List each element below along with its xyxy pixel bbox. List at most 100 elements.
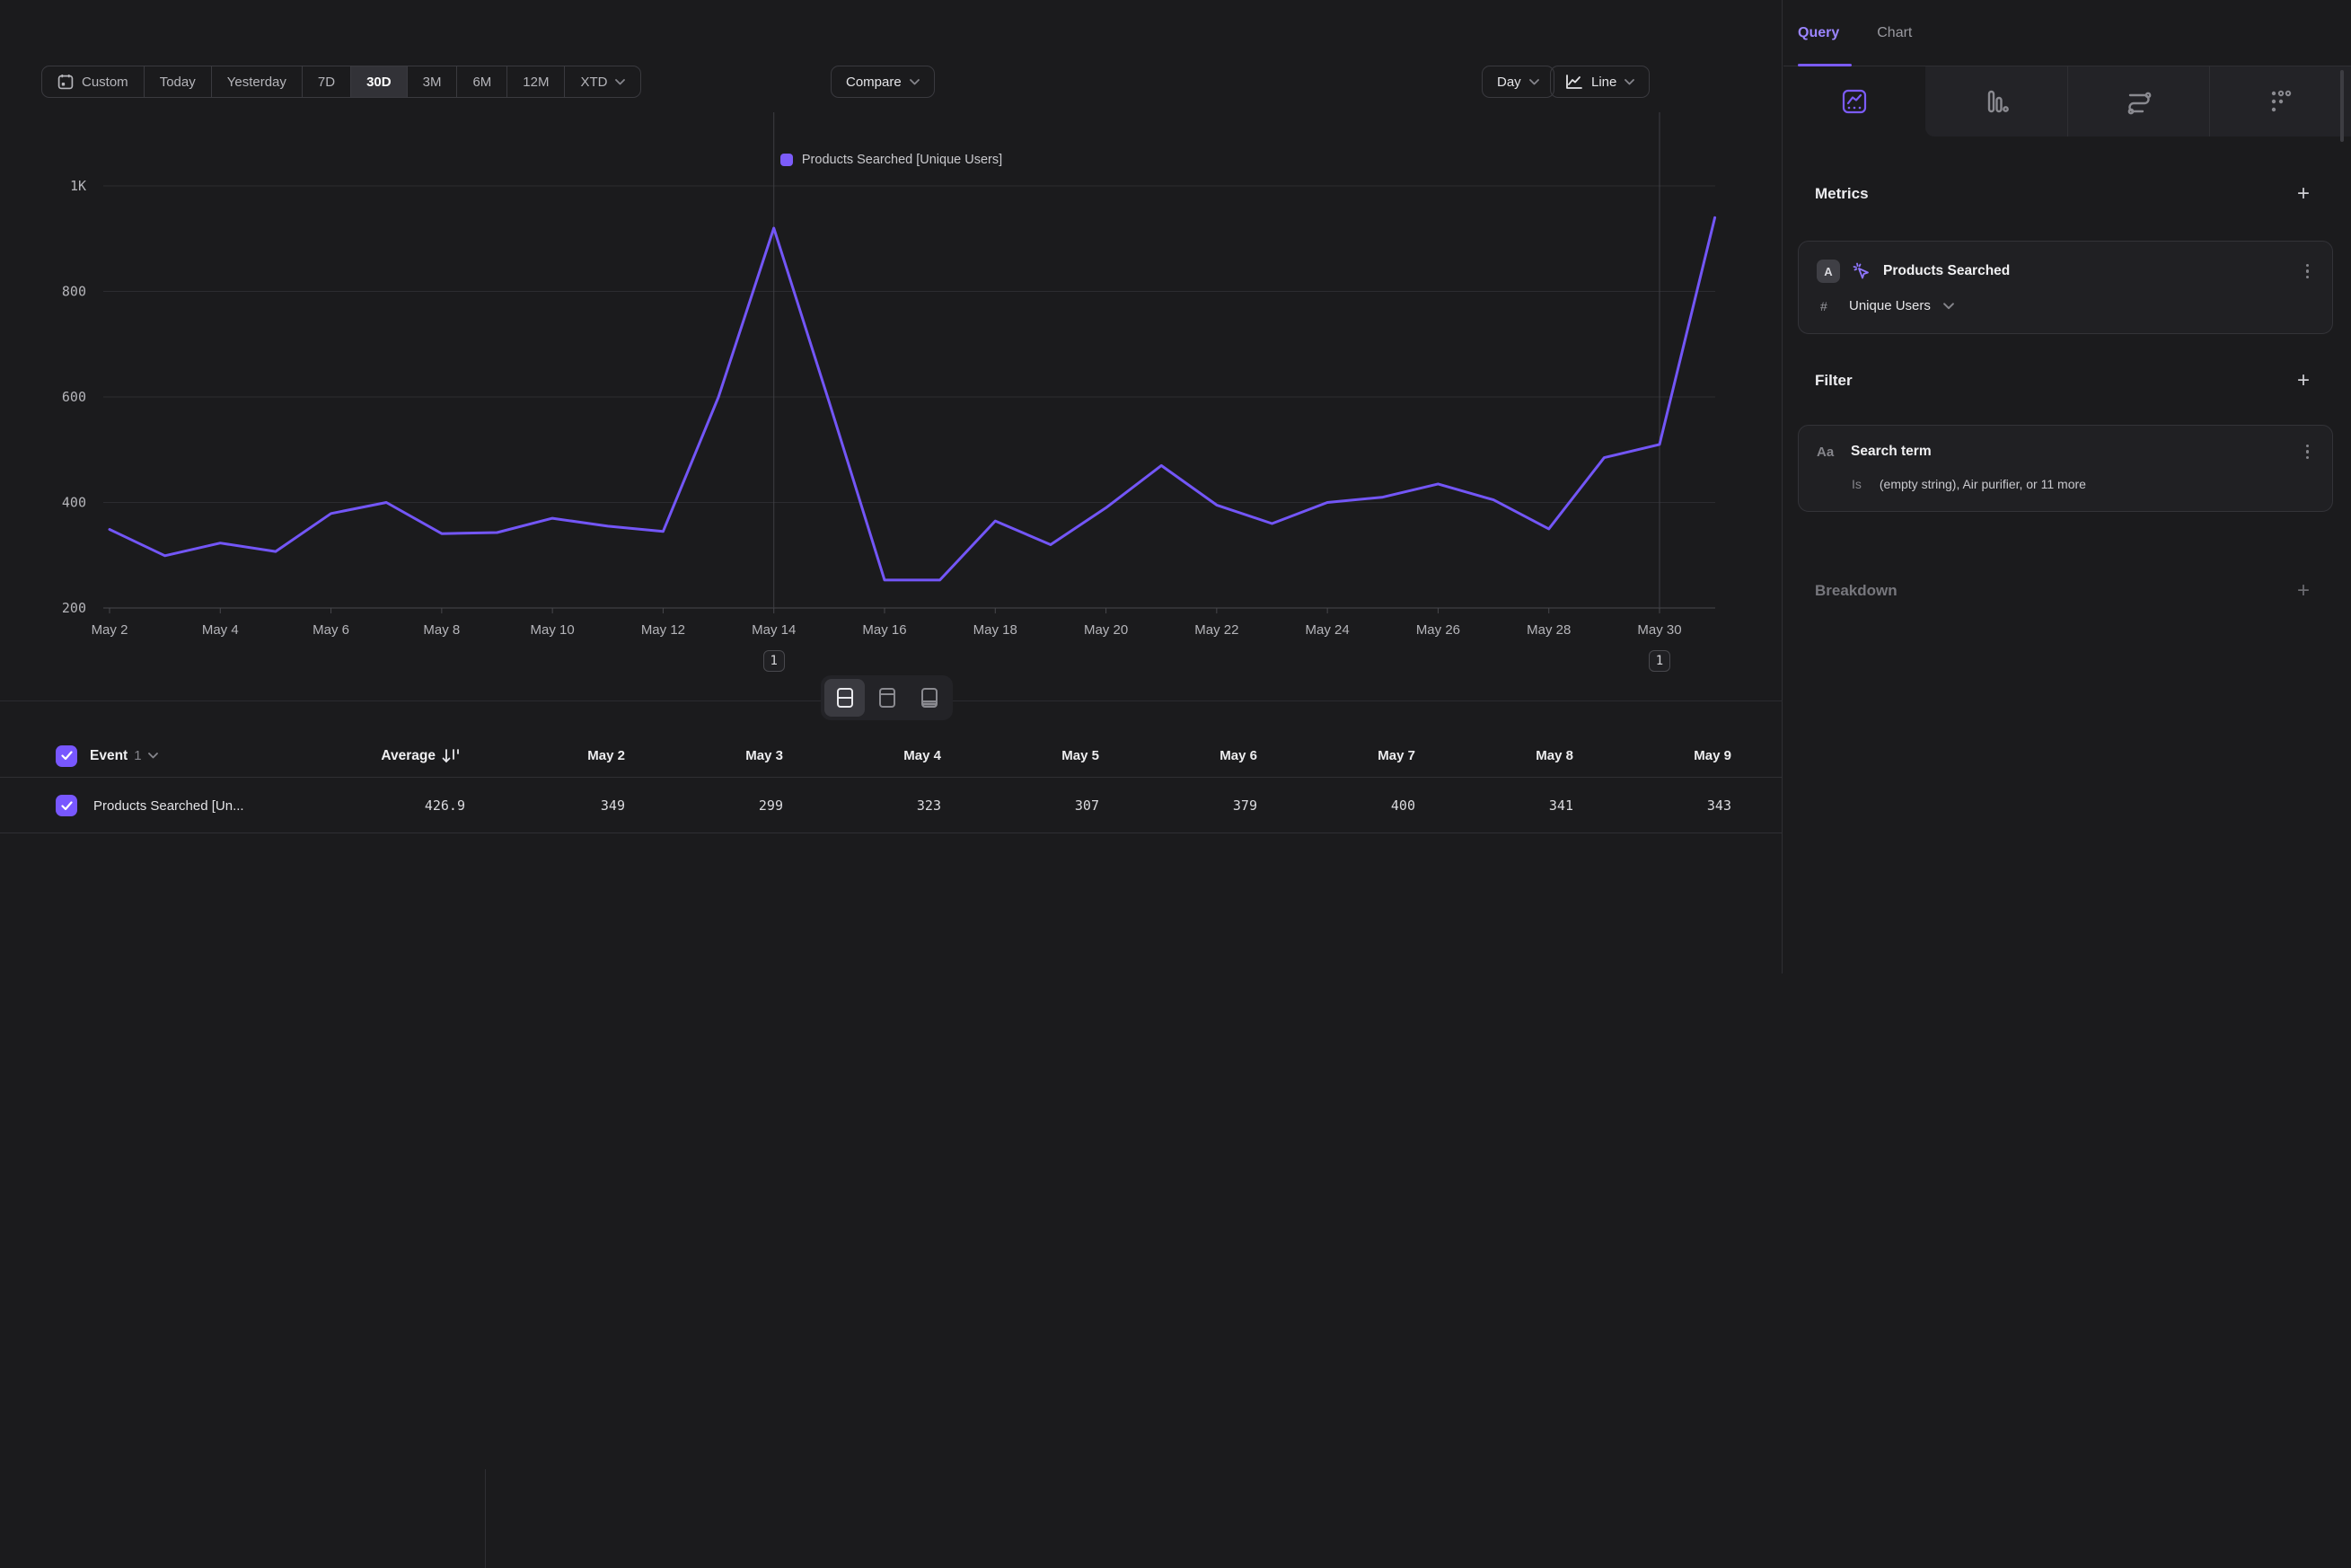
x-axis-label: May 8 xyxy=(423,622,460,638)
filter-heading: Filter xyxy=(1815,372,1853,390)
check-icon xyxy=(61,801,73,811)
annotation-badge[interactable]: 1 xyxy=(1649,650,1670,672)
filter-options-kebab-icon[interactable] xyxy=(2306,445,2310,460)
metric-card[interactable]: A Products Searched # Unique Users xyxy=(1798,241,2333,334)
date-column-header[interactable]: May 2 xyxy=(467,735,625,777)
filter-property-name: Search term xyxy=(1851,444,1932,460)
average-header[interactable]: Average xyxy=(269,735,460,777)
filter-section-header: Filter + xyxy=(1783,370,2351,392)
measurement-label: Unique Users xyxy=(1849,298,1931,313)
split-view-icon xyxy=(835,687,855,709)
report-retention-tab[interactable] xyxy=(2209,66,2351,137)
layout-switcher xyxy=(821,675,953,720)
query-sidebar: Query Chart Metrics + A Products Searche… xyxy=(1783,0,2351,973)
bottom-bar-view-icon xyxy=(920,687,939,709)
x-axis-label: May 10 xyxy=(531,622,575,638)
check-icon xyxy=(61,751,73,761)
retention-icon xyxy=(2267,88,2294,115)
measurement-selector[interactable]: # Unique Users xyxy=(1817,298,2309,313)
y-axis-label: 400 xyxy=(62,495,86,511)
top-bar-view-icon xyxy=(877,687,897,709)
x-axis-label: May 30 xyxy=(1637,622,1681,638)
x-axis-label: May 16 xyxy=(862,622,906,638)
x-axis-label: May 12 xyxy=(641,622,685,638)
x-axis-label: May 20 xyxy=(1084,622,1128,638)
tab-query[interactable]: Query xyxy=(1798,25,1839,41)
row-checkbox[interactable] xyxy=(56,795,77,816)
filter-operator[interactable]: Is xyxy=(1852,477,1862,491)
frozen-column-divider xyxy=(485,1469,486,1568)
x-axis-label: May 18 xyxy=(973,622,1017,638)
breakdown-section-header: Breakdown + xyxy=(1783,580,2351,602)
add-breakdown-button[interactable]: + xyxy=(2297,582,2310,600)
chevron-down-icon xyxy=(1943,303,1954,310)
tab-chart[interactable]: Chart xyxy=(1877,25,1912,41)
x-axis-label: May 26 xyxy=(1416,622,1460,638)
report-funnels-tab[interactable] xyxy=(1925,66,2067,137)
event-header[interactable]: Event 1 xyxy=(90,735,158,777)
date-value-cell: 307 xyxy=(941,779,1099,832)
filter-value[interactable]: (empty string), Air purifier, or 11 more xyxy=(1880,477,2086,491)
insights-icon xyxy=(1840,87,1869,116)
date-value-cell: 323 xyxy=(783,779,941,832)
x-axis-label: May 2 xyxy=(92,622,128,638)
x-axis-label: May 4 xyxy=(202,622,239,638)
chevron-down-icon xyxy=(148,753,158,759)
x-axis-label: May 6 xyxy=(313,622,349,638)
x-axis-label: May 24 xyxy=(1306,622,1350,638)
hash-icon: # xyxy=(1820,299,1836,313)
metric-options-kebab-icon[interactable] xyxy=(2306,264,2310,279)
date-column-header[interactable]: May 5 xyxy=(941,735,1099,777)
series-line[interactable] xyxy=(110,217,1715,580)
date-column-header[interactable]: May 8 xyxy=(1415,735,1573,777)
layout-chart-and-table-button[interactable] xyxy=(824,679,865,717)
report-insights-tab[interactable] xyxy=(1783,66,1925,137)
metric-letter-badge: A xyxy=(1817,260,1840,283)
annotation-badge[interactable]: 1 xyxy=(763,650,785,672)
metrics-section-header: Metrics + xyxy=(1783,183,2351,205)
average-header-label: Average xyxy=(381,748,436,764)
layout-table-only-button[interactable] xyxy=(909,679,949,717)
select-all-checkbox[interactable] xyxy=(56,745,77,767)
metric-name: Products Searched xyxy=(1883,263,2010,279)
date-value-cell: 299 xyxy=(625,779,783,832)
date-value-cell: 379 xyxy=(1099,779,1257,832)
filter-card[interactable]: Aa Search term Is (empty string), Air pu… xyxy=(1798,425,2333,512)
row-average-value: 426.9 xyxy=(307,779,465,832)
funnels-icon xyxy=(1982,87,2011,116)
x-axis-label: May 28 xyxy=(1527,622,1571,638)
date-column-header[interactable]: May 4 xyxy=(783,735,941,777)
event-header-label: Event xyxy=(90,748,128,764)
table-row[interactable]: Products Searched [Un... 426.9 349299323… xyxy=(0,779,1783,833)
date-column-header[interactable]: May 7 xyxy=(1257,735,1415,777)
y-axis-label: 1K xyxy=(70,178,86,194)
table-header-row: Event 1 Average May 2May 3May 4May 5May … xyxy=(0,735,1783,778)
date-column-header[interactable]: May 9 xyxy=(1573,735,1731,777)
x-axis-label: May 14 xyxy=(752,622,796,638)
breakdown-heading: Breakdown xyxy=(1815,582,1898,600)
y-axis-label: 200 xyxy=(62,600,86,616)
row-series-label: Products Searched [Un... xyxy=(93,779,244,832)
active-tab-underline xyxy=(1798,64,1852,66)
add-metric-button[interactable]: + xyxy=(2297,185,2310,203)
layout-chart-only-button[interactable] xyxy=(867,679,907,717)
date-value-cell: 400 xyxy=(1257,779,1415,832)
y-axis-label: 600 xyxy=(62,389,86,405)
sort-descending-icon xyxy=(442,748,460,764)
event-count: 1 xyxy=(134,748,141,763)
date-value-cell: 341 xyxy=(1415,779,1573,832)
y-axis-label: 800 xyxy=(62,284,86,300)
scrollbar-thumb[interactable] xyxy=(2340,70,2344,142)
report-flows-tab[interactable] xyxy=(2067,66,2209,137)
cursor-sparkle-icon xyxy=(1851,260,1872,282)
flows-icon xyxy=(2124,87,2154,116)
date-column-header[interactable]: May 3 xyxy=(625,735,783,777)
main-panel: CustomTodayYesterday7D30D3M6M12MXTD Comp… xyxy=(0,0,1783,973)
date-value-cell: 343 xyxy=(1573,779,1731,832)
add-filter-button[interactable]: + xyxy=(2297,372,2310,390)
string-type-icon: Aa xyxy=(1817,445,1840,460)
metrics-heading: Metrics xyxy=(1815,185,1869,203)
date-column-header[interactable]: May 6 xyxy=(1099,735,1257,777)
sidebar-tab-bar: Query Chart xyxy=(1783,0,2351,66)
report-type-row xyxy=(1783,66,2351,137)
